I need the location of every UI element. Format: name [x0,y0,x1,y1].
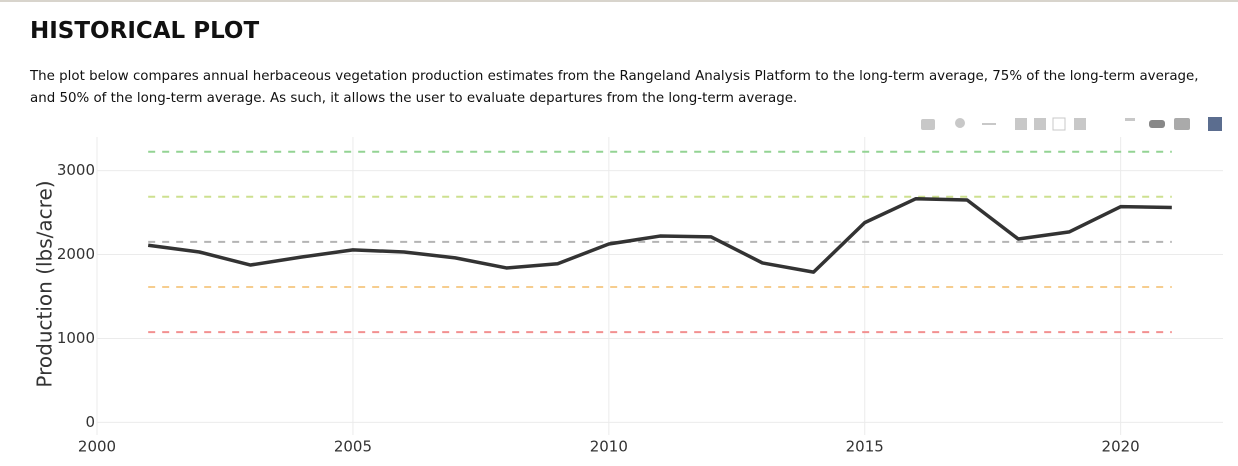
autoscale-icon[interactable] [1052,117,1066,131]
x-tick-label: 2000 [78,438,116,456]
x-tick-label: 2020 [1102,438,1140,456]
y-tick-label: 2000 [57,245,95,263]
toolbar[interactable] [921,117,1222,131]
y-tick-label: 3000 [57,161,95,179]
y-tick-label: 1000 [57,329,95,347]
x-tick-label: 2015 [846,438,884,456]
zoom-in-icon[interactable] [1015,118,1027,130]
x-tick-label: 2010 [590,438,628,456]
hover-compare-icon[interactable] [1174,118,1190,130]
zoom-out-icon[interactable] [1034,118,1046,130]
pan-icon[interactable] [982,123,996,125]
section-title: HISTORICAL PLOT [30,18,260,44]
data-line [147,196,1172,274]
y-tick-label: 0 [85,413,95,431]
hover-closest-icon[interactable] [1149,120,1165,128]
zoom-icon[interactable] [955,118,965,128]
home-icon[interactable] [1074,118,1086,130]
plotly-logo[interactable] [1208,117,1222,131]
description: The plot below compares annual herbaceou… [30,69,1199,106]
x-tick-label: 2005 [334,438,372,456]
camera-icon[interactable] [921,119,935,130]
y-axis-title: Production (lbs/acre) [33,180,57,387]
spike-icon[interactable] [1125,118,1135,121]
